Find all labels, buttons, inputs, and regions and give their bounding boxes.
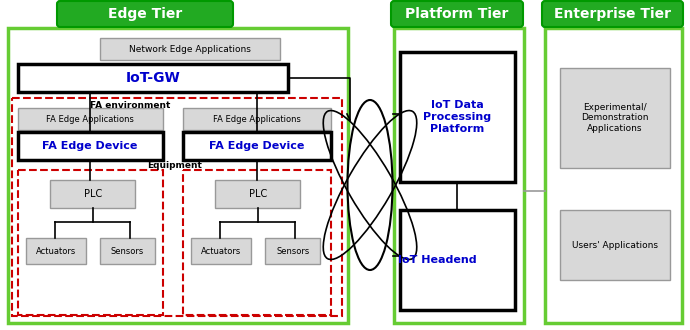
Bar <box>18 170 163 315</box>
Bar <box>50 180 135 208</box>
Bar <box>265 238 320 264</box>
Bar <box>26 238 86 264</box>
Bar <box>183 132 331 160</box>
Text: FA Edge Applications: FA Edge Applications <box>213 115 301 123</box>
Bar <box>215 180 300 208</box>
Bar <box>183 170 331 315</box>
Bar <box>12 98 342 316</box>
Bar <box>400 210 515 310</box>
Text: Sensors: Sensors <box>110 247 144 255</box>
Text: Edge Tier: Edge Tier <box>108 7 182 21</box>
Bar <box>18 64 288 92</box>
Bar <box>8 28 348 323</box>
Text: Equipment: Equipment <box>148 161 202 171</box>
Text: IoT Data
Processing
Platform: IoT Data Processing Platform <box>423 100 491 134</box>
Bar <box>100 238 155 264</box>
Text: PLC: PLC <box>249 189 267 199</box>
Text: IoT Headend: IoT Headend <box>397 255 476 265</box>
Bar <box>18 108 163 130</box>
Bar <box>560 68 670 168</box>
Text: FA Edge Device: FA Edge Device <box>209 141 305 151</box>
Bar <box>191 238 251 264</box>
Text: Sensors: Sensors <box>277 247 310 255</box>
Text: FA Edge Device: FA Edge Device <box>42 141 138 151</box>
Ellipse shape <box>348 100 393 270</box>
Text: PLC: PLC <box>84 189 102 199</box>
Text: Actuators: Actuators <box>36 247 76 255</box>
Text: Network Edge Applications: Network Edge Applications <box>129 45 251 53</box>
Bar <box>183 108 331 130</box>
FancyBboxPatch shape <box>391 1 523 27</box>
FancyBboxPatch shape <box>57 1 233 27</box>
Bar <box>100 38 280 60</box>
Text: FA Edge Applications: FA Edge Applications <box>46 115 134 123</box>
Bar <box>18 132 163 160</box>
Text: FA environment: FA environment <box>90 101 170 110</box>
Bar <box>545 28 682 323</box>
Text: IoT-GW: IoT-GW <box>126 71 180 85</box>
Bar <box>394 28 524 323</box>
Bar <box>560 210 670 280</box>
Bar <box>400 52 515 182</box>
Text: Users' Applications: Users' Applications <box>572 241 658 249</box>
FancyBboxPatch shape <box>542 1 683 27</box>
Text: Experimental/
Demonstration
Applications: Experimental/ Demonstration Applications <box>581 103 649 133</box>
Text: Actuators: Actuators <box>201 247 241 255</box>
Text: Enterprise Tier: Enterprise Tier <box>554 7 671 21</box>
Text: Platform Tier: Platform Tier <box>405 7 509 21</box>
